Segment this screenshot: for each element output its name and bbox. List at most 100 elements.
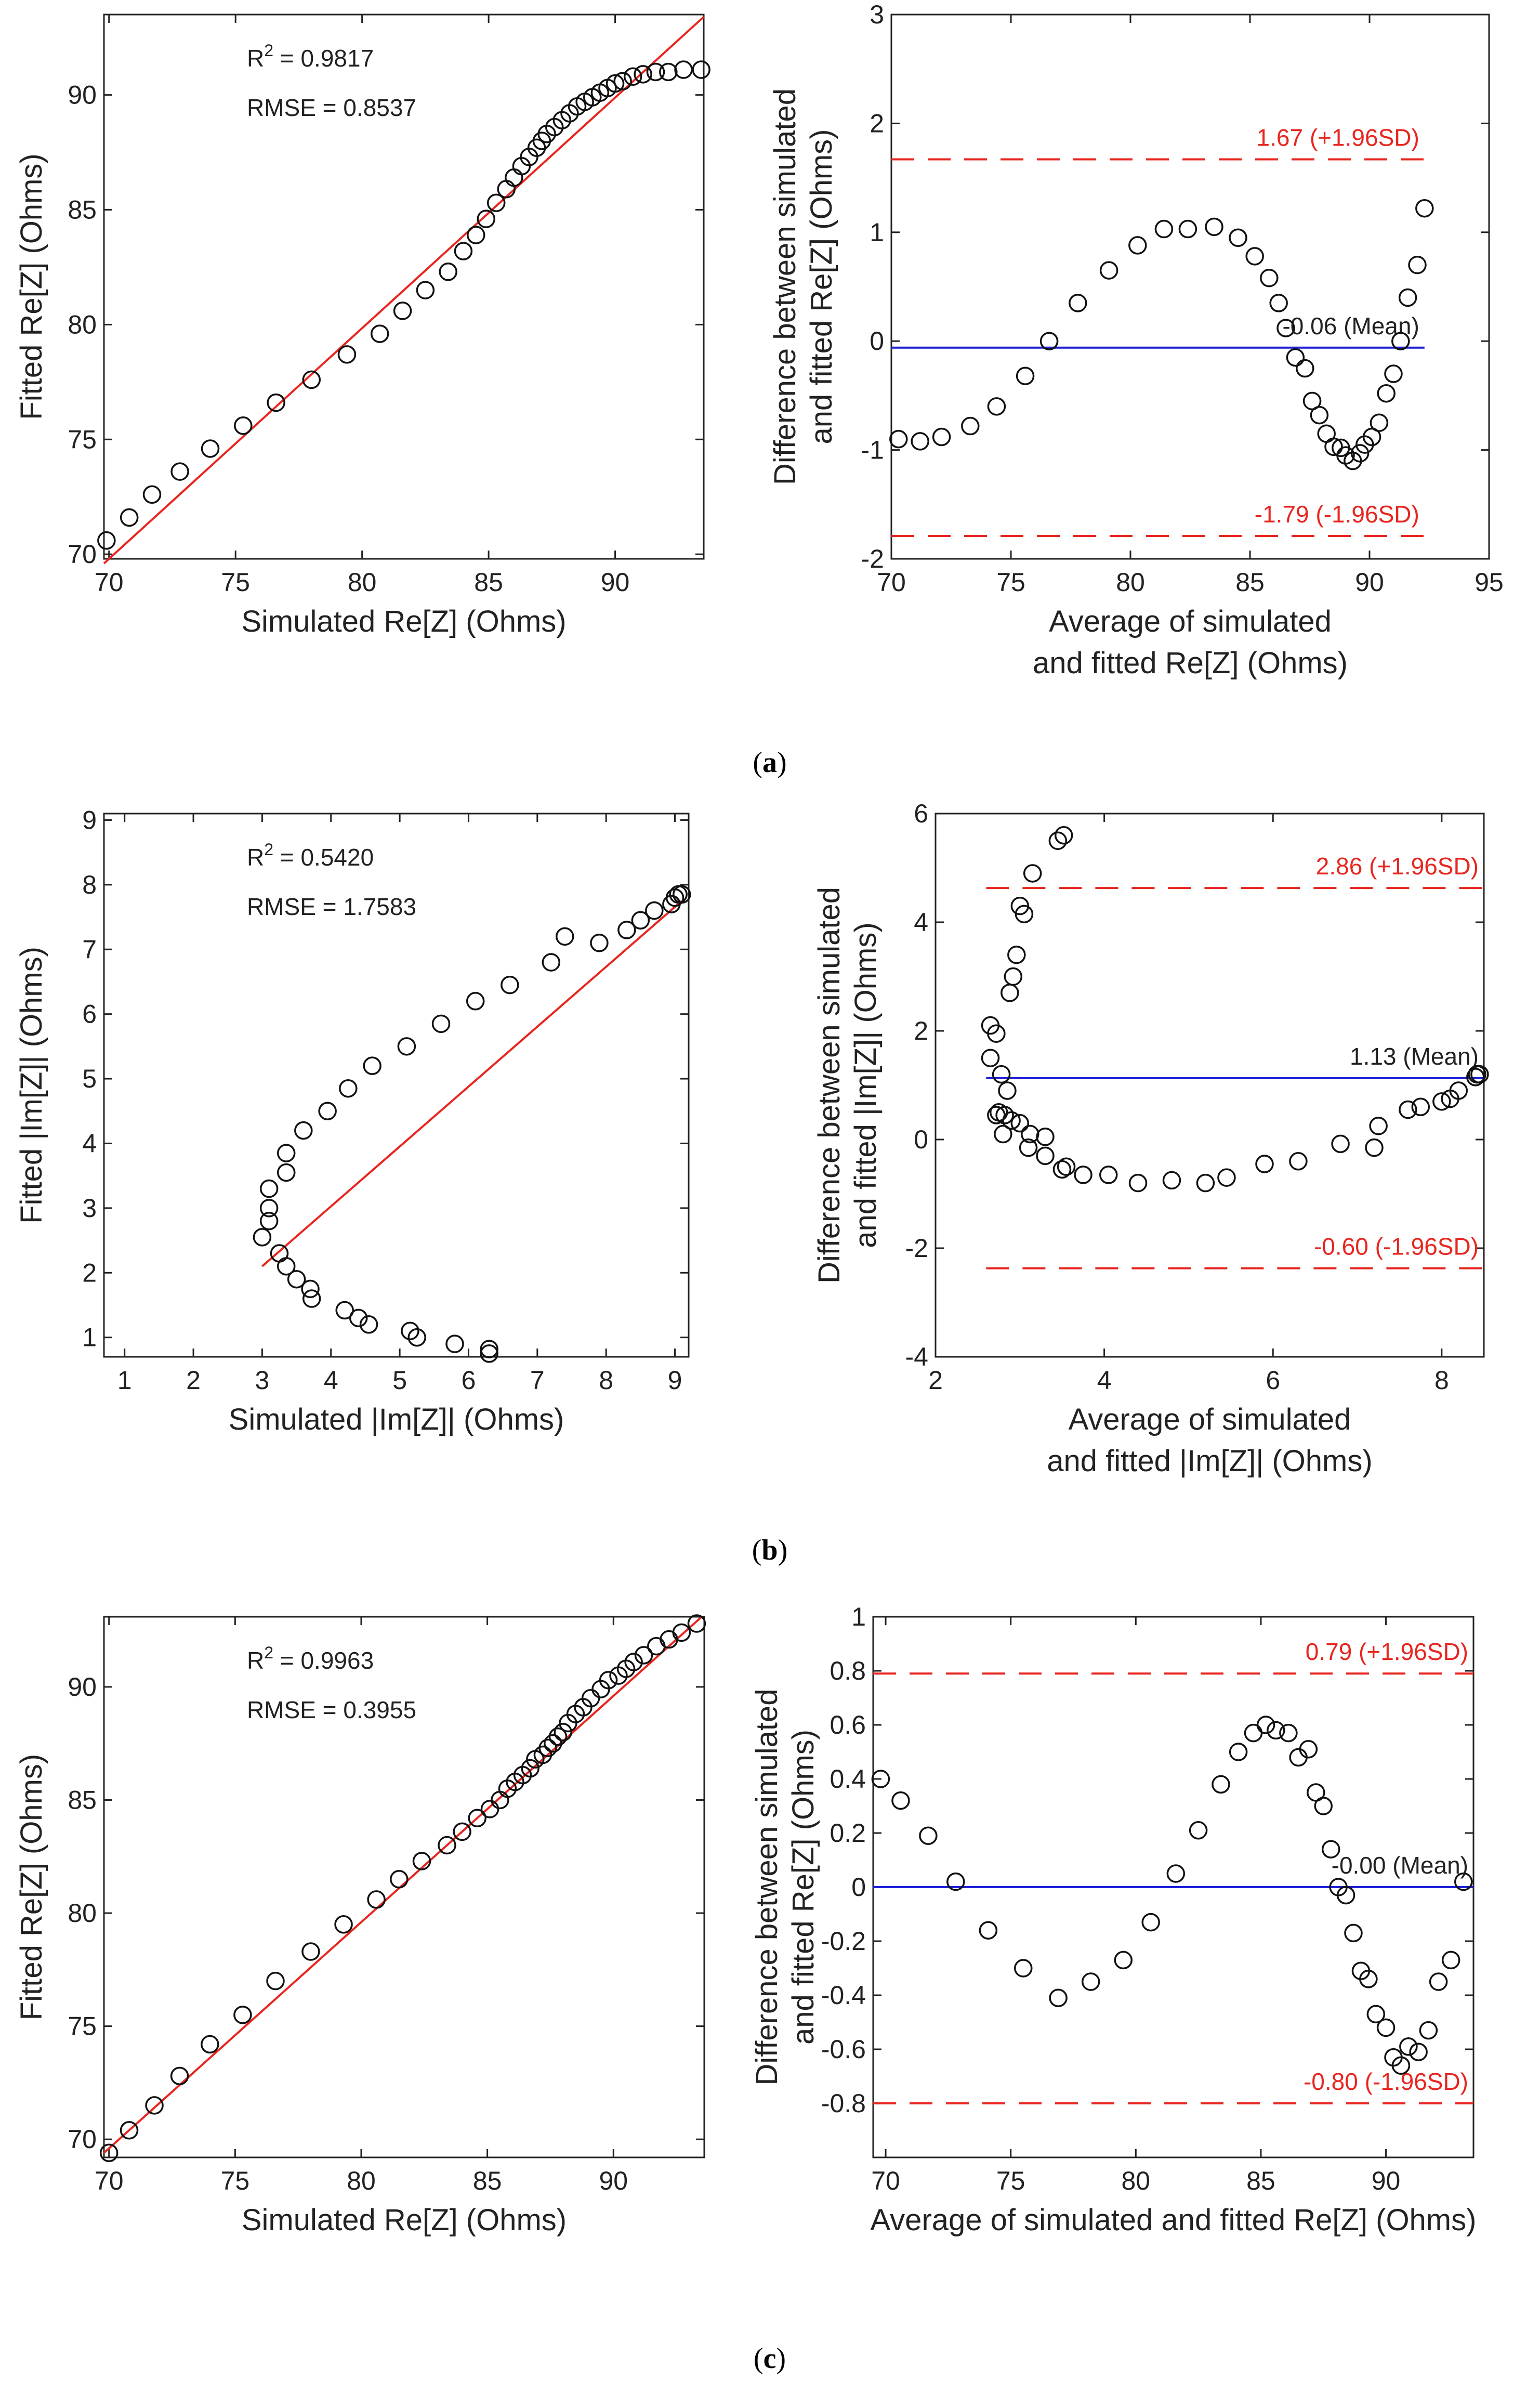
c-right-data-point <box>1212 1775 1230 1794</box>
c-right-ytick-label: -0.2 <box>821 1927 866 1956</box>
c-left-data-point <box>301 1942 320 1961</box>
b-left-data-point <box>335 1301 354 1320</box>
a-left-data-point <box>477 210 495 228</box>
a-left-data-point <box>606 74 625 93</box>
a-left-data-point <box>454 242 473 260</box>
a-right-data-point <box>1229 228 1247 247</box>
c-left-xtick-label: 70 <box>95 2166 124 2195</box>
b-right-data-point <box>998 1081 1017 1100</box>
c-right-xlabel: Average of simulated and fitted Re[Z] (O… <box>871 2203 1477 2237</box>
c-left-data-point <box>390 1870 409 1889</box>
a-right-data-point <box>1178 219 1197 239</box>
c-left-data-point <box>233 2006 252 2024</box>
a-left-data-point <box>370 324 389 343</box>
b-left-xlabel: Simulated |Im[Z]| (Ohms) <box>229 1403 564 1436</box>
b-right-ytick-label: 0 <box>914 1125 928 1154</box>
c-right-xtick-label: 75 <box>996 2166 1025 2195</box>
a-left-axes-frame <box>103 14 705 560</box>
a-left-data-point <box>439 263 457 281</box>
b-right-data-point <box>1255 1155 1274 1173</box>
b-left-data-point <box>480 1340 498 1358</box>
c-right-data-point <box>891 1791 910 1810</box>
b-right-data-point <box>1015 905 1034 924</box>
b-left-ytick-label: 3 <box>82 1194 97 1223</box>
a-right-data-point <box>1154 219 1174 239</box>
a-right-xtick-label: 80 <box>1116 568 1145 597</box>
c-left-r2-label: R <box>247 1647 264 1674</box>
a-right-ytick-label: 2 <box>870 109 884 138</box>
a-right-xtick-label: 70 <box>877 568 906 597</box>
a-right-upper-loa-label: 1.67 (+1.96SD) <box>1257 124 1419 151</box>
a-left-data-point <box>120 508 139 527</box>
b-right-data-point <box>1162 1171 1181 1190</box>
c-left-ytick-label: 70 <box>68 2125 97 2154</box>
b-left-ytick-label: 6 <box>82 1000 97 1029</box>
b-right-data-point <box>1054 826 1073 845</box>
c-right-ytick-label: -0.6 <box>821 2035 866 2064</box>
a-left-data-point <box>142 485 162 504</box>
c-right-data-point <box>1256 1716 1275 1734</box>
c-right-data-point <box>1114 1951 1133 1970</box>
c-left-xtick-label: 85 <box>473 2166 502 2195</box>
b-left-data-point <box>542 953 561 972</box>
c-right-data-point <box>919 1826 938 1845</box>
a-left-r2-stat: R2 = 0.9817 <box>247 41 374 72</box>
c-left-data-point <box>412 1852 431 1870</box>
a-left-xtick-label: 85 <box>474 568 503 597</box>
b-right-xlabel-line2: and fitted |Im[Z]| (Ohms) <box>1047 1444 1372 1478</box>
b-left-ytick-label: 9 <box>82 805 97 834</box>
a-right-data-point <box>961 416 980 436</box>
a-left-r2-label: R <box>247 45 264 72</box>
a-right-data-point <box>1415 199 1434 218</box>
c-right-data-point <box>1189 1821 1208 1840</box>
b-right-data-point <box>1048 831 1068 850</box>
c-right-xtick-label: 90 <box>1372 2166 1401 2195</box>
b-left-xtick-label: 1 <box>117 1366 132 1395</box>
c-right-data-point <box>1336 1886 1355 1905</box>
a-right-lower-loa-label: -1.79 (-1.96SD) <box>1255 501 1419 528</box>
a-right-data-point <box>1039 332 1059 350</box>
a-left-data-point <box>613 72 632 90</box>
a-left-rmse-stat: RMSE = 0.8537 <box>247 94 416 121</box>
a-left-data-point <box>416 281 435 299</box>
b-right-xlabel: Average of simulated <box>1069 1403 1351 1436</box>
a-left-ytick-label: 80 <box>68 310 97 339</box>
b-right-data-point <box>1411 1097 1430 1117</box>
b-right-xtick-label: 4 <box>1097 1366 1112 1395</box>
b-left-data-point <box>339 1079 358 1098</box>
c-right-data-point <box>1441 1951 1460 1970</box>
a-left-ytick-label: 85 <box>68 195 97 225</box>
b-right-data-point <box>992 1065 1011 1084</box>
a-right-data-point <box>1269 294 1288 312</box>
b-left-data-point <box>397 1037 416 1056</box>
b-right-data-point <box>1074 1166 1093 1184</box>
chart-b-left: 1 2 3 4 5 6 7 8 9 1 2 3 4 5 6 7 8 9 Simulated |Im[Z]| (Ohm… <box>15 805 691 1436</box>
a-right-ytick-label: 3 <box>870 0 884 29</box>
panel-caption-b: (b) <box>752 1534 787 1566</box>
b-left-ytick-label: 8 <box>82 870 97 899</box>
a-left-data-point <box>623 67 642 86</box>
b-right-data-point <box>981 1049 1000 1067</box>
a-right-data-point <box>987 397 1006 416</box>
b-right-data-point <box>1007 945 1026 964</box>
c-left-data-point <box>548 1727 568 1746</box>
a-right-data-point <box>889 429 908 449</box>
a-right-xlabel-line2: and fitted Re[Z] (Ohms) <box>1033 646 1348 680</box>
c-left-data-point <box>554 1723 572 1742</box>
c-right-xtick-label: 80 <box>1122 2166 1151 2195</box>
b-right-data-point <box>1021 1124 1039 1144</box>
a-left-data-point <box>170 462 189 481</box>
a-right-data-point <box>932 427 951 447</box>
c-right-data-point <box>1344 1923 1363 1943</box>
b-right-data-point <box>1023 864 1042 883</box>
c-left-ylabel: Fitted Re[Z] (Ohms) <box>15 1754 48 2020</box>
b-right-ytick-label: 2 <box>914 1016 928 1045</box>
c-left-fit-line <box>103 1616 703 2154</box>
c-left-data-point <box>99 2143 119 2163</box>
c-left-data-point <box>687 1614 706 1633</box>
b-left-axes-frame <box>103 813 690 1358</box>
c-right-data-point <box>1366 2005 1386 2024</box>
a-right-data-point <box>1302 391 1322 411</box>
c-right-data-point <box>1429 1972 1448 1991</box>
